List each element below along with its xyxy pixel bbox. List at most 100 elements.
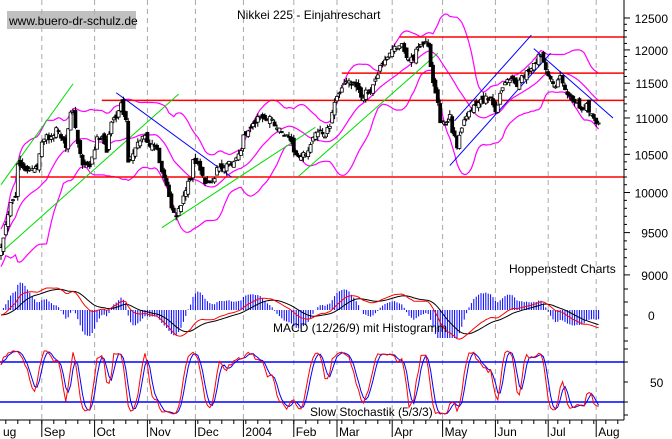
candle-down bbox=[438, 103, 443, 124]
candle-up bbox=[553, 86, 558, 89]
candle-up bbox=[347, 80, 351, 84]
chart-title: Nikkei 225 - Einjahreschart bbox=[237, 8, 381, 22]
candle-up bbox=[138, 140, 143, 147]
candle-down bbox=[248, 126, 253, 129]
candle-up bbox=[95, 136, 99, 150]
candle-up bbox=[325, 127, 330, 134]
candle-up bbox=[191, 159, 195, 179]
price-tick-label: 12500 bbox=[635, 12, 669, 26]
candle-up bbox=[299, 156, 303, 161]
candle-up bbox=[416, 46, 421, 49]
candle-down bbox=[551, 81, 555, 85]
bollinger-upper bbox=[0, 13, 599, 230]
stochastic-50-label: 50 bbox=[650, 376, 664, 390]
candle-down bbox=[193, 157, 198, 164]
watermark-box bbox=[7, 11, 136, 29]
trend-line-blue bbox=[454, 34, 532, 122]
candle-up bbox=[330, 112, 335, 124]
trend-line-blue bbox=[449, 52, 551, 166]
month-label: Mar bbox=[339, 425, 360, 439]
price-tick-label: 10500 bbox=[635, 148, 669, 162]
candle-up bbox=[371, 84, 375, 94]
candle-down bbox=[59, 134, 63, 139]
candle-up bbox=[306, 150, 311, 157]
bollinger-layer bbox=[0, 13, 600, 267]
candle-up bbox=[342, 82, 347, 86]
stochastic-pane bbox=[0, 350, 624, 415]
candle-down bbox=[440, 120, 445, 123]
macd-label: MACD (12/26/9) mit Histogramm bbox=[273, 321, 447, 335]
candle-up bbox=[332, 101, 337, 116]
candle-up bbox=[109, 121, 114, 135]
month-label: May bbox=[445, 425, 468, 439]
candle-down bbox=[198, 160, 203, 171]
candle-up bbox=[8, 202, 13, 217]
candle-up bbox=[246, 130, 251, 137]
candle-down bbox=[20, 162, 25, 169]
candle-down bbox=[174, 215, 179, 218]
candle-down bbox=[488, 96, 493, 99]
candle-down bbox=[510, 75, 515, 80]
trend-line-blue bbox=[115, 92, 232, 178]
candle-down bbox=[543, 62, 548, 70]
candle-down bbox=[80, 154, 85, 166]
grid-layer bbox=[41, 0, 597, 420]
candle-down bbox=[486, 98, 491, 101]
candle-up bbox=[337, 92, 342, 95]
candle-up bbox=[519, 75, 524, 84]
candle-up bbox=[308, 144, 313, 153]
candle-down bbox=[591, 114, 596, 119]
candle-up bbox=[239, 150, 243, 156]
candle-down bbox=[157, 147, 162, 164]
candle-up bbox=[315, 131, 320, 138]
candle-up bbox=[323, 136, 327, 139]
candle-up bbox=[6, 214, 11, 227]
candle-up bbox=[378, 65, 383, 72]
month-label: Jun bbox=[497, 425, 516, 439]
price-tick-label: 12000 bbox=[635, 44, 669, 58]
candle-down bbox=[594, 117, 599, 125]
candle-down bbox=[563, 84, 567, 90]
price-tick-label: 9500 bbox=[641, 227, 668, 241]
candle-up bbox=[507, 79, 512, 83]
candle-up bbox=[111, 117, 116, 121]
candle-down bbox=[279, 131, 284, 133]
price-tick-label: 9000 bbox=[641, 269, 668, 283]
trend-line-green bbox=[298, 52, 439, 177]
candle-down bbox=[294, 150, 299, 156]
candle-down bbox=[296, 154, 301, 158]
month-label: ug bbox=[3, 425, 16, 439]
candle-up bbox=[385, 56, 390, 60]
candle-up bbox=[176, 208, 181, 217]
candle-up bbox=[536, 54, 541, 66]
candle-down bbox=[200, 166, 205, 176]
candle-up bbox=[15, 163, 20, 197]
candle-down bbox=[219, 163, 224, 170]
trend-line-green bbox=[0, 83, 74, 186]
macd-zero-label: 0 bbox=[648, 309, 655, 323]
candle-down bbox=[565, 91, 570, 95]
candle-down bbox=[404, 47, 409, 58]
stochastic-label: Slow Stochastik (5/3/3) bbox=[310, 405, 433, 419]
candle-down bbox=[121, 99, 126, 115]
candle-up bbox=[462, 119, 467, 126]
candle-down bbox=[428, 43, 433, 68]
candle-down bbox=[356, 83, 361, 90]
candle-up bbox=[457, 134, 462, 149]
trend-line-green bbox=[161, 126, 316, 229]
source-label: Hoppenstedt Charts bbox=[509, 262, 616, 276]
month-label: Aug bbox=[598, 425, 619, 439]
candle-down bbox=[188, 177, 193, 181]
candle-down bbox=[169, 193, 174, 209]
candle-down bbox=[359, 87, 363, 98]
candle-up bbox=[231, 161, 236, 168]
candle-down bbox=[572, 98, 577, 103]
candle-up bbox=[327, 125, 332, 129]
watermark-text: www.buero-dr-schulz.de bbox=[8, 14, 138, 28]
candle-down bbox=[452, 130, 457, 137]
candle-up bbox=[414, 48, 419, 64]
month-label: Feb bbox=[296, 425, 317, 439]
candle-up bbox=[90, 156, 95, 165]
